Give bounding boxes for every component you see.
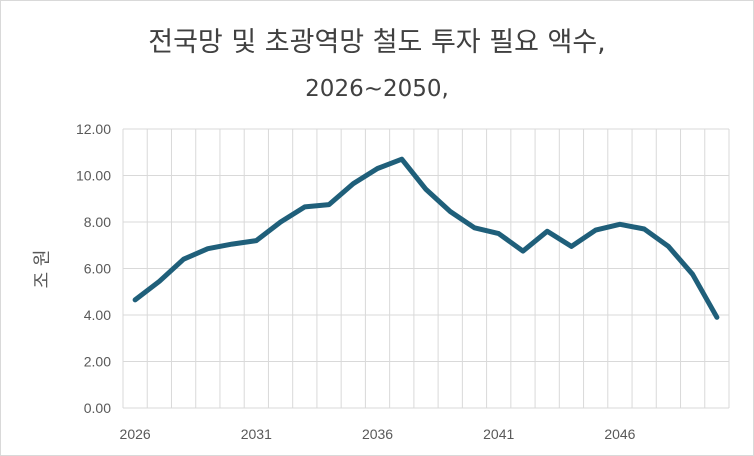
y-tick-label: 12.00 xyxy=(76,121,111,137)
x-tick-label: 2046 xyxy=(604,426,635,442)
series-line xyxy=(132,156,720,320)
data-point xyxy=(327,202,332,207)
data-point xyxy=(448,209,453,214)
data-point xyxy=(278,220,283,224)
y-tick-label: 6.00 xyxy=(84,261,111,277)
y-axis-ticks: 0.00 2.00 4.00 6.00 8.00 10.00 12.00 xyxy=(76,121,111,416)
y-tick-label: 8.00 xyxy=(84,214,111,230)
data-point xyxy=(205,246,210,251)
data-point xyxy=(230,242,235,247)
data-point xyxy=(351,181,356,186)
x-tick-label: 2036 xyxy=(362,426,393,442)
data-point xyxy=(545,229,550,234)
data-point xyxy=(424,187,428,192)
data-point xyxy=(181,257,186,262)
data-point xyxy=(593,228,598,233)
chart-subtitle: 2026~2050, xyxy=(305,76,449,102)
data-point xyxy=(690,272,695,277)
data-point xyxy=(666,244,671,249)
data-point xyxy=(569,244,574,249)
data-point xyxy=(302,204,307,209)
data-point xyxy=(254,238,259,243)
series-layer xyxy=(132,156,720,320)
data-point xyxy=(472,225,477,230)
y-tick-label: 4.00 xyxy=(84,307,111,323)
data-point xyxy=(714,315,719,320)
horizontal-gridlines xyxy=(123,128,729,409)
chart-title: 전국망 및 초광역망 철도 투자 필요 액수, xyxy=(148,27,606,58)
y-tick-label: 10.00 xyxy=(76,168,111,184)
data-point xyxy=(399,157,404,162)
data-point xyxy=(157,279,162,284)
x-axis-ticks: 2026 2031 2036 2041 2046 xyxy=(120,426,636,442)
y-tick-label: 0.00 xyxy=(84,400,111,416)
x-tick-label: 2026 xyxy=(120,426,151,442)
data-point xyxy=(617,222,622,227)
y-axis-label: 조 원 xyxy=(32,250,53,289)
data-point xyxy=(133,297,138,302)
data-point xyxy=(496,231,501,236)
x-tick-label: 2041 xyxy=(483,426,514,442)
y-tick-label: 2.00 xyxy=(84,354,111,370)
data-point xyxy=(520,249,525,254)
x-tick-label: 2031 xyxy=(241,426,272,442)
data-point xyxy=(375,166,380,171)
data-point xyxy=(642,226,647,231)
